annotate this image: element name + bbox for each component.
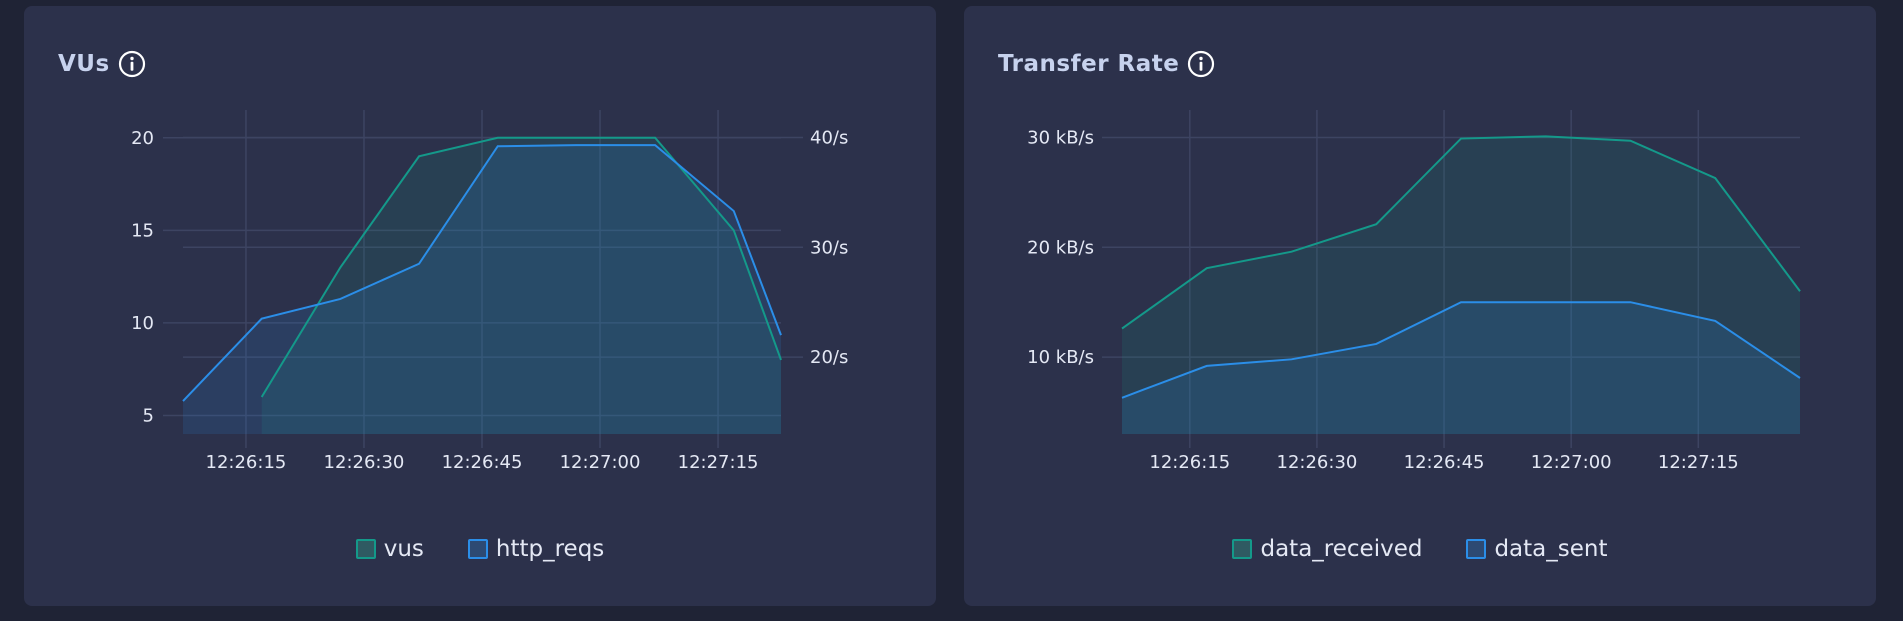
vus-panel: 12:26:15 12:26:30 12:26:45 12:27:00 12:27:15… <box>24 6 936 606</box>
legend-swatch-vus <box>355 539 376 559</box>
y-right-tick-label: 30/s <box>810 237 848 258</box>
info-icon[interactable] <box>1187 50 1215 78</box>
y-tick-label: 15 <box>131 220 154 241</box>
legend-item-data-received[interactable]: data_received <box>1232 536 1422 562</box>
vus-panel-header: VUs <box>58 50 146 78</box>
y-tick-label: 5 <box>143 405 154 426</box>
x-tick-label: 12:26:30 <box>1277 452 1358 473</box>
x-tick-label: 12:26:15 <box>1149 452 1230 473</box>
transfer-rate-panel: 12:26:15 12:26:30 12:26:45 12:27:00 12:27:15… <box>964 6 1876 606</box>
x-tick-label: 12:27:15 <box>1658 452 1739 473</box>
series-line-data-sent <box>1121 301 1801 399</box>
panel-title: VUs <box>58 51 110 77</box>
vus-chart: 12:26:15 12:26:30 12:26:45 12:27:00 12:27:15… <box>131 110 848 473</box>
transfer-rate-legend: data_received data_sent <box>964 536 1876 562</box>
series-area-vus <box>261 137 781 434</box>
y-tick-label: 20 kB/s <box>1027 237 1094 258</box>
x-tick-label: 12:26:30 <box>324 452 405 473</box>
transfer-rate-chart: 12:26:15 12:26:30 12:26:45 12:27:00 12:27:15… <box>1027 110 1801 473</box>
x-tick-label: 12:26:15 <box>206 452 287 473</box>
legend-label: data_received <box>1260 536 1423 562</box>
y-tick-label: 30 kB/s <box>1027 127 1094 148</box>
x-tick-label: 12:27:15 <box>678 452 759 473</box>
legend-item-vus[interactable]: vus <box>355 536 424 562</box>
legend-item-data-sent[interactable]: data_sent <box>1466 536 1608 562</box>
legend-swatch-http-reqs <box>467 539 488 559</box>
legend-item-http-reqs[interactable]: http_reqs <box>467 536 605 562</box>
series-line-vus <box>260 136 782 398</box>
series-line-http-reqs <box>182 144 782 402</box>
legend-label: vus <box>383 536 424 562</box>
panel-title: Transfer Rate <box>998 51 1180 77</box>
series-area-data-sent <box>1122 302 1800 434</box>
legend-label: data_sent <box>1494 536 1608 562</box>
legend-label: http_reqs <box>495 536 605 562</box>
transfer-rate-panel-header: Transfer Rate <box>998 50 1215 78</box>
series-line-data-received <box>1121 135 1801 330</box>
legend-swatch-data-sent <box>1466 539 1487 559</box>
legend-swatch-data-received <box>1232 539 1253 559</box>
y-tick-label: 20 <box>131 128 154 149</box>
vus-legend: vus http_reqs <box>24 536 936 562</box>
y-right-tick-label: 20/s <box>810 347 848 368</box>
series-area-http-reqs <box>183 145 781 435</box>
y-right-tick-label: 40/s <box>810 127 848 148</box>
info-icon[interactable] <box>118 50 146 78</box>
x-tick-label: 12:27:00 <box>560 452 641 473</box>
x-tick-label: 12:26:45 <box>1404 452 1485 473</box>
y-tick-label: 10 <box>131 313 154 334</box>
x-tick-label: 12:26:45 <box>442 452 523 473</box>
x-tick-label: 12:27:00 <box>1531 452 1612 473</box>
y-tick-label: 10 kB/s <box>1027 347 1094 368</box>
